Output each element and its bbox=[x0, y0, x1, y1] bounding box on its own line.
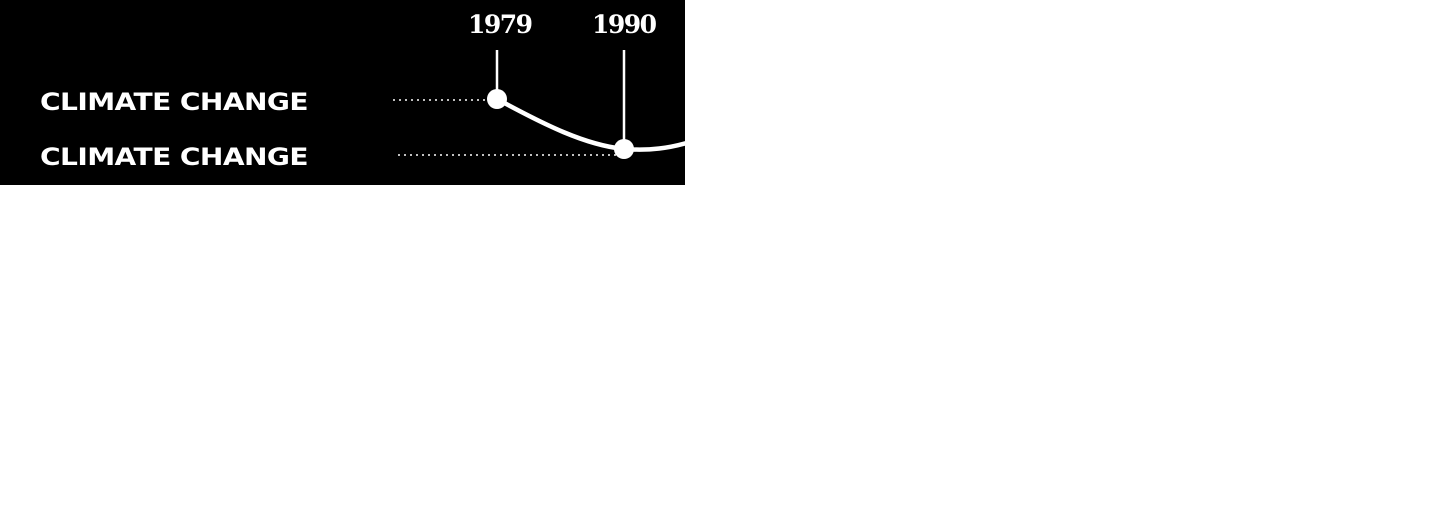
row-label-2: CLIMATE CHANGE bbox=[40, 143, 309, 171]
year-label-1: 1979 bbox=[468, 10, 533, 39]
timeline-graphic bbox=[393, 50, 685, 159]
timeline-node-1 bbox=[487, 89, 507, 109]
row-label-1: CLIMATE CHANGE bbox=[40, 88, 309, 116]
year-label-2: 1990 bbox=[592, 10, 657, 39]
timeline-curve bbox=[495, 97, 685, 152]
timeline-node-2 bbox=[614, 139, 634, 159]
timeline-banner: 1979 1990 CLIMATE CHANGE CLIMATE CHANGE bbox=[0, 0, 685, 185]
